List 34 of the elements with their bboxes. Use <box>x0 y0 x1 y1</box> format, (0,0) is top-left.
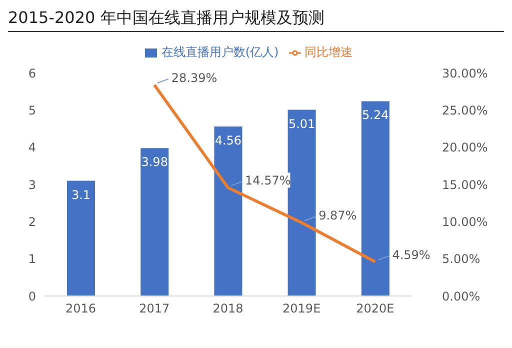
x-tick-label: 2017 <box>139 302 170 316</box>
legend-label: 在线直播用户数(亿人) <box>161 45 279 59</box>
y2-tick-label: 25.00% <box>442 103 488 118</box>
y-tick-label: 3 <box>28 178 36 192</box>
legend-label: 同比增速 <box>304 45 353 59</box>
y2-tick-label: 30.00% <box>442 66 488 80</box>
data-label: 3.1 <box>71 188 91 202</box>
chart-title: 2015-2020 年中国在线直播用户规模及预测 <box>8 8 504 32</box>
y-tick-label: 1 <box>28 252 36 266</box>
y2-tick-label: 20.00% <box>442 140 488 155</box>
bar <box>140 148 169 296</box>
y-tick-label: 2 <box>28 214 36 229</box>
data-label: 4.59% <box>392 248 430 262</box>
x-tick-label: 2016 <box>66 302 96 316</box>
y-tick-label: 0 <box>28 289 36 304</box>
data-label: 4.56 <box>214 134 242 148</box>
y2-tick-label: 0.00% <box>442 289 480 304</box>
x-tick-label: 2018 <box>212 302 244 316</box>
y2-tick-label: 15.00% <box>442 178 488 192</box>
bar <box>67 180 95 296</box>
data-label: 28.39% <box>171 70 218 85</box>
x-tick-label: 2020E <box>356 302 394 316</box>
data-label: 5.01 <box>288 116 316 131</box>
bar <box>361 101 390 296</box>
data-label: 9.87% <box>318 208 357 223</box>
x-tick-label: 2019E <box>282 302 321 316</box>
y-tick-label: 4 <box>28 140 36 155</box>
data-label: 5.24 <box>362 108 389 122</box>
y2-tick-label: 10.00% <box>442 214 488 229</box>
bar <box>214 126 242 296</box>
data-label: 3.98 <box>141 155 168 170</box>
y-tick-label: 6 <box>28 66 36 80</box>
y2-tick-label: 5.00% <box>442 252 480 266</box>
y-tick-label: 5 <box>28 103 36 118</box>
